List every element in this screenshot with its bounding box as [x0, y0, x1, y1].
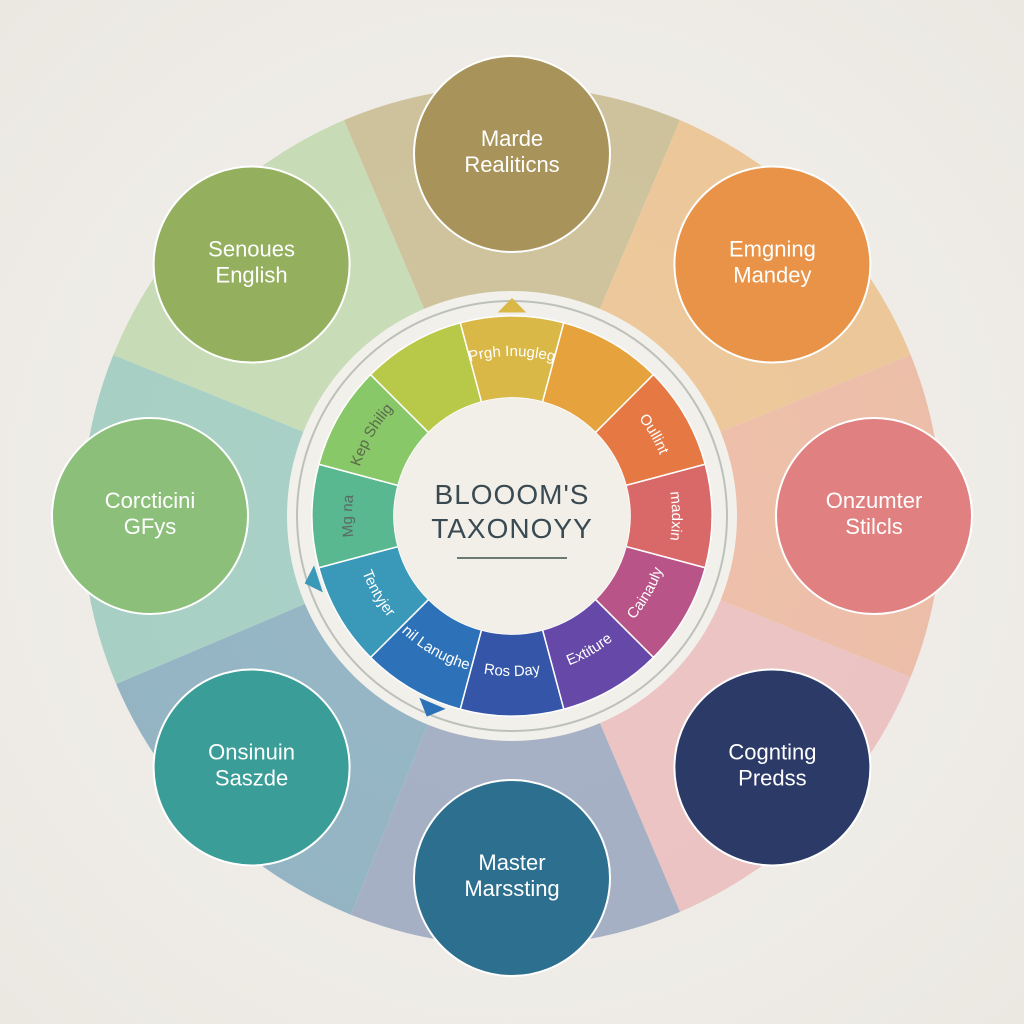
outer-bubble-label: CogntingPredss: [728, 739, 816, 790]
ring-arrow-icon: [498, 298, 526, 312]
inner-segment-label: Mg na: [339, 493, 357, 538]
inner-segment-label: Ros Day: [483, 661, 542, 681]
outer-bubble-label: MasterMarssting: [464, 850, 559, 901]
outer-bubble-label: OnsinuinSaszde: [208, 739, 295, 790]
inner-segment-label: madxin: [666, 490, 685, 541]
outer-bubble-label: SenouesEnglish: [208, 237, 295, 288]
outer-bubble-label: EmgningMandey: [729, 237, 816, 288]
taxonomy-circular-diagram: Prgh InuglegOullintmadxinCainaulyExtitur…: [0, 0, 1024, 1024]
